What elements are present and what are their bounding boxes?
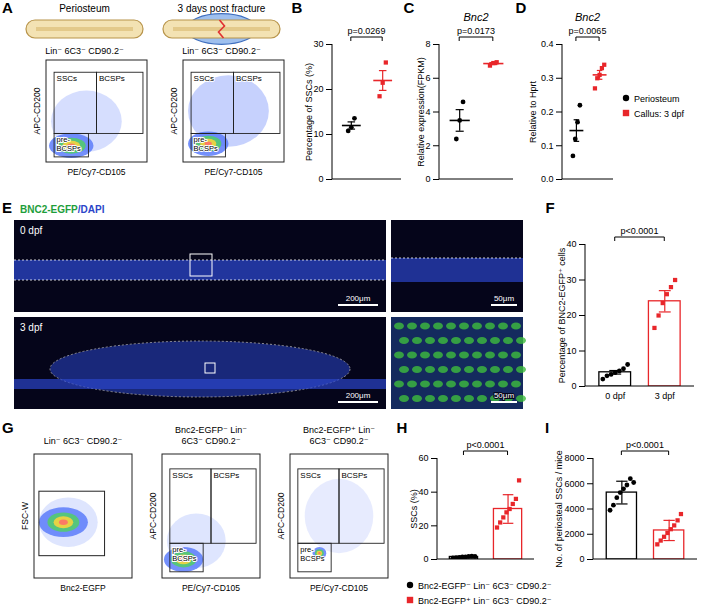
svg-text:Bnc2-EGFP: Bnc2-EGFP — [60, 583, 106, 593]
svg-text:p=0.0173: p=0.0173 — [457, 26, 495, 36]
svg-text:6000: 6000 — [564, 479, 584, 489]
svg-text:6: 6 — [425, 73, 430, 83]
svg-text:6C3⁻ CD90.2⁻: 6C3⁻ CD90.2⁻ — [309, 436, 368, 446]
svg-text:PE/Cy7-CD105: PE/Cy7-CD105 — [67, 167, 125, 177]
svg-text:Lin⁻ 6C3⁻ CD90.2⁻: Lin⁻ 6C3⁻ CD90.2⁻ — [44, 436, 123, 446]
svg-text:APC-CD200: APC-CD200 — [169, 87, 179, 134]
svg-text:3 dpf: 3 dpf — [655, 391, 676, 401]
svg-text:Relative to Hprt: Relative to Hprt — [528, 80, 538, 143]
svg-text:pre-: pre- — [172, 545, 186, 555]
svg-text:p<0.0001: p<0.0001 — [626, 440, 664, 450]
svg-text:Percentage of BNC2-EGFP⁺ cells: Percentage of BNC2-EGFP⁺ cells — [557, 247, 567, 383]
svg-text:50μm: 50μm — [494, 391, 515, 400]
svg-text:Bnc2-EGFP⁻ Lin⁻ 6C3⁻ CD90.2⁻: Bnc2-EGFP⁻ Lin⁻ 6C3⁻ CD90.2⁻ — [418, 581, 552, 591]
svg-text:200μm: 200μm — [346, 391, 371, 400]
svg-text:60: 60 — [418, 453, 428, 463]
svg-text:10: 10 — [566, 346, 576, 356]
svg-text:A: A — [2, 0, 13, 16]
svg-text:Bnc2-EGFP⁺ Lin⁻: Bnc2-EGFP⁺ Lin⁻ — [303, 425, 375, 435]
svg-text:FSC-W: FSC-W — [20, 502, 30, 530]
svg-text:0: 0 — [318, 174, 323, 184]
svg-text:0.4: 0.4 — [541, 39, 554, 49]
svg-text:BCSPs: BCSPs — [172, 554, 196, 563]
svg-text:SSCs: SSCs — [172, 471, 192, 480]
svg-text:6C3⁻ CD90.2⁻: 6C3⁻ CD90.2⁻ — [181, 436, 240, 446]
svg-text:p<0.0001: p<0.0001 — [621, 226, 659, 236]
svg-text:30: 30 — [313, 39, 323, 49]
svg-text:0: 0 — [425, 174, 430, 184]
svg-text:Bnc2-EGFP⁻ Lin⁻: Bnc2-EGFP⁻ Lin⁻ — [175, 425, 247, 435]
svg-text:2: 2 — [425, 141, 430, 151]
svg-text:4000: 4000 — [564, 504, 584, 514]
svg-text:3 dpf: 3 dpf — [20, 322, 42, 333]
svg-text:Callus: 3 dpf: Callus: 3 dpf — [634, 109, 685, 119]
svg-text:SSCs: SSCs — [300, 471, 320, 480]
svg-text:0: 0 — [571, 381, 576, 391]
svg-text:20: 20 — [566, 310, 576, 320]
svg-text:BCSPs: BCSPs — [99, 74, 125, 83]
svg-text:2000: 2000 — [564, 529, 584, 539]
svg-text:C: C — [404, 0, 415, 16]
svg-text:0: 0 — [423, 554, 428, 564]
svg-text:Bnc2: Bnc2 — [463, 11, 488, 23]
svg-text:10: 10 — [313, 129, 323, 139]
svg-text:E: E — [2, 199, 12, 216]
svg-text:pre-: pre- — [56, 135, 70, 145]
svg-text:Percentage of SSCs (%): Percentage of SSCs (%) — [304, 63, 314, 161]
svg-text:APC-CD200: APC-CD200 — [32, 87, 42, 134]
svg-text:20: 20 — [418, 521, 428, 531]
svg-text:0.3: 0.3 — [541, 73, 554, 83]
svg-text:BCSPs: BCSPs — [300, 554, 324, 563]
svg-text:20: 20 — [313, 84, 323, 94]
svg-text:H: H — [397, 419, 408, 436]
svg-text:40: 40 — [566, 239, 576, 249]
svg-text:200μm: 200μm — [346, 294, 371, 303]
svg-text:50μm: 50μm — [494, 294, 515, 303]
svg-text:B: B — [292, 0, 303, 16]
svg-text:Bnc2-EGFP⁺ Lin⁻ 6C3⁻ CD90.2⁻: Bnc2-EGFP⁺ Lin⁻ 6C3⁻ CD90.2⁻ — [418, 596, 552, 606]
svg-text:SSCs: SSCs — [57, 74, 77, 83]
svg-text:Bnc2: Bnc2 — [575, 11, 600, 23]
svg-text:BCSPs: BCSPs — [236, 74, 262, 83]
svg-text:pre-: pre- — [300, 545, 314, 555]
svg-text:p<0.0001: p<0.0001 — [467, 440, 505, 450]
svg-text:APC-CD200: APC-CD200 — [276, 492, 286, 539]
svg-text:G: G — [2, 419, 14, 436]
svg-text:BNC2-EGFP/DAPI: BNC2-EGFP/DAPI — [20, 204, 105, 215]
svg-text:PE/Cy7-CD105: PE/Cy7-CD105 — [204, 167, 262, 177]
svg-text:40: 40 — [418, 487, 428, 497]
svg-text:p=0.0065: p=0.0065 — [569, 26, 607, 36]
svg-text:p=0.0269: p=0.0269 — [348, 26, 386, 36]
svg-text:Periosteum: Periosteum — [59, 3, 110, 14]
svg-text:SSCs (%): SSCs (%) — [409, 489, 419, 529]
svg-text:Lin⁻ 6C3⁻ CD90.2⁻: Lin⁻ 6C3⁻ CD90.2⁻ — [45, 46, 124, 56]
svg-text:BCSPs: BCSPs — [214, 471, 240, 480]
svg-text:30: 30 — [566, 275, 576, 285]
svg-text:Lin⁻ 6C3⁻ CD90.2⁻: Lin⁻ 6C3⁻ CD90.2⁻ — [182, 46, 261, 56]
svg-text:8: 8 — [425, 39, 430, 49]
svg-text:0 dpf: 0 dpf — [605, 391, 626, 401]
svg-text:F: F — [545, 199, 554, 216]
svg-text:D: D — [516, 0, 527, 16]
svg-text:BCSPs: BCSPs — [57, 144, 81, 153]
svg-text:PE/Cy7-CD105: PE/Cy7-CD105 — [310, 583, 368, 593]
svg-text:APC-CD200: APC-CD200 — [148, 492, 158, 539]
svg-text:0.2: 0.2 — [541, 107, 554, 117]
svg-text:3 days post fracture: 3 days post fracture — [178, 3, 266, 14]
svg-text:Relative expression(FPKM): Relative expression(FPKM) — [416, 57, 426, 167]
svg-text:PE/Cy7-CD105: PE/Cy7-CD105 — [182, 583, 240, 593]
svg-text:0 dpf: 0 dpf — [20, 225, 42, 236]
svg-text:0.1: 0.1 — [541, 141, 554, 151]
svg-text:No. of periosteal SSCs / mice: No. of periosteal SSCs / mice — [554, 450, 564, 568]
svg-text:pre-: pre- — [193, 135, 207, 145]
svg-text:BCSPs: BCSPs — [194, 144, 218, 153]
svg-text:BCSPs: BCSPs — [342, 471, 368, 480]
svg-text:0: 0 — [579, 554, 584, 564]
svg-text:SSCs: SSCs — [194, 74, 214, 83]
svg-text:I: I — [545, 419, 549, 436]
svg-text:8000: 8000 — [564, 453, 584, 463]
svg-text:Periosteum: Periosteum — [634, 94, 680, 104]
svg-text:4: 4 — [425, 107, 430, 117]
svg-text:0.0: 0.0 — [541, 174, 554, 184]
